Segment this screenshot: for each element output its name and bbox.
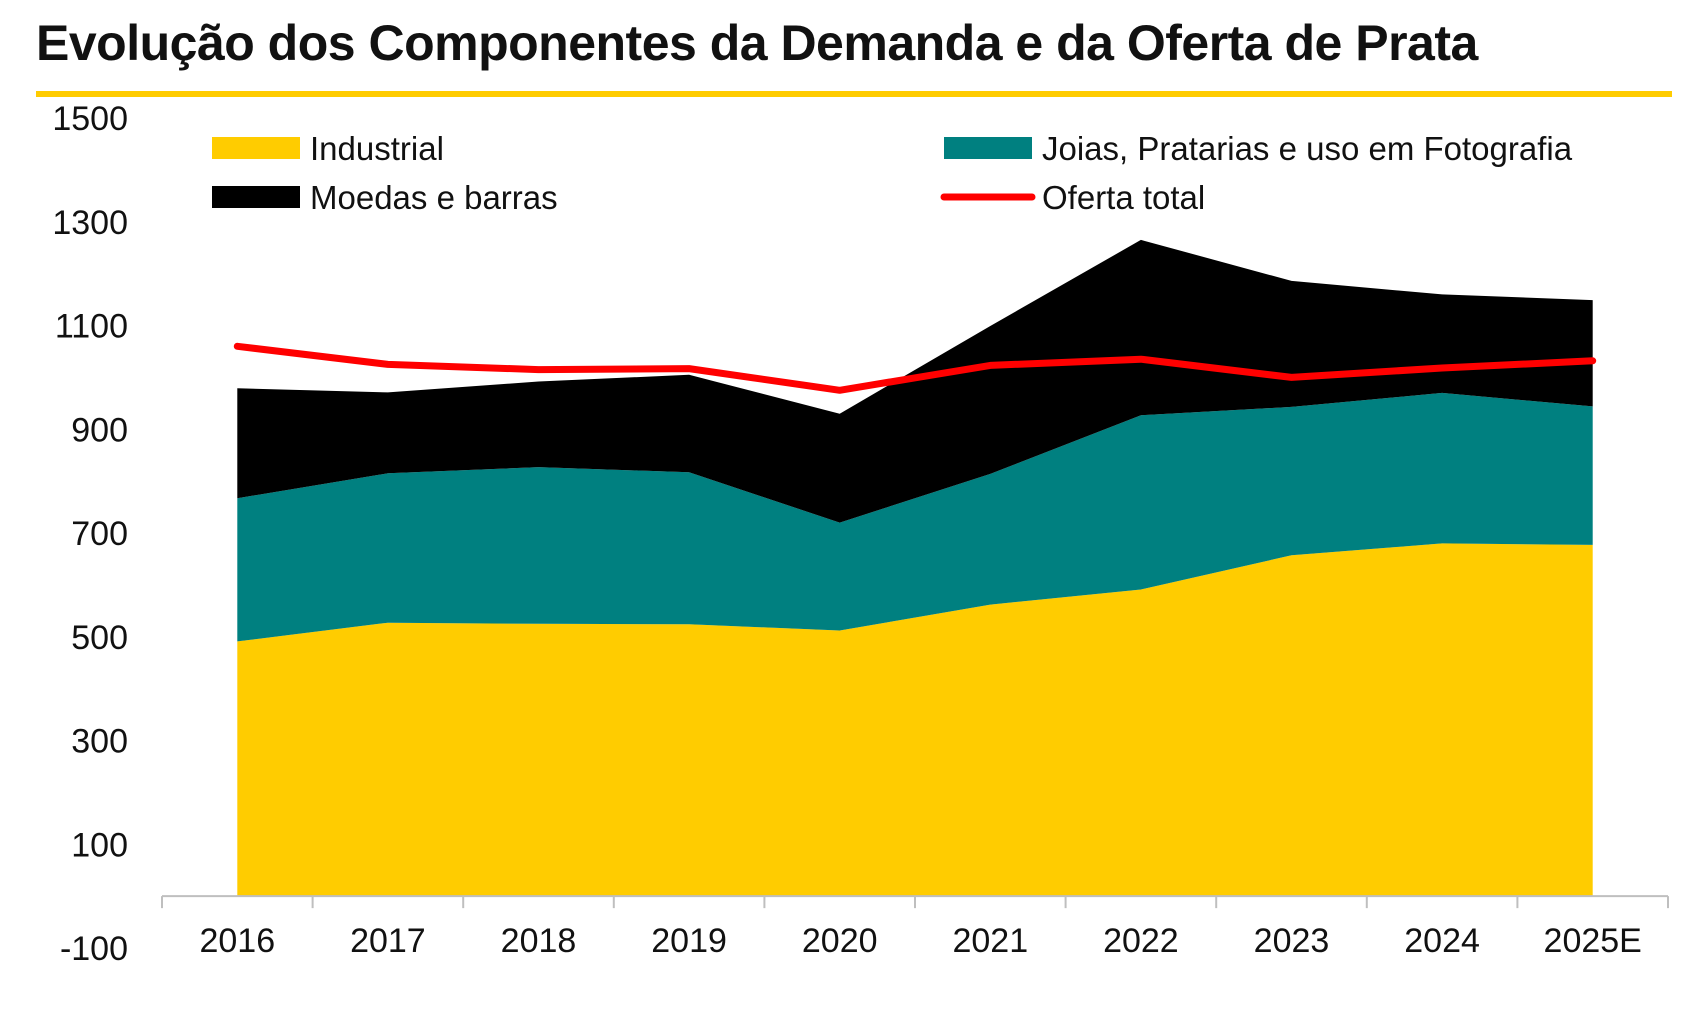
y-tick-label: 900 [71,411,128,449]
x-tick-label: 2023 [1254,922,1330,960]
area-joias-pratarias-e-uso-em-fotografia [237,392,1593,642]
legend-swatch-joias-pratarias-e-uso-em-fotografia [944,137,1032,159]
chart-title: Evolução dos Componentes da Demanda e da… [36,15,1478,71]
legend-swatch-moedas-e-barras [212,186,300,208]
line-oferta-total [233,342,1597,394]
y-tick-label: 500 [71,619,128,657]
x-tick-label: 2022 [1103,922,1179,960]
x-tick-label: 2021 [952,922,1028,960]
line-layer [233,342,1597,394]
y-tick-label: 100 [71,826,128,864]
area-layer [237,239,1593,897]
x-tick-label: 2025E [1544,922,1642,960]
x-tick-label: 2019 [651,922,727,960]
y-tick-label: 700 [71,515,128,553]
y-tick-label: 300 [71,723,128,761]
area-industrial [237,543,1593,897]
legend-label-oferta-total: Oferta total [1042,179,1205,216]
legend-swatch-industrial [212,137,300,159]
legend-label-moedas-e-barras: Moedas e barras [310,179,558,216]
x-tick-label: 2024 [1404,922,1480,960]
x-tick-label: 2018 [501,922,577,960]
title-underline [36,91,1672,97]
y-tick-label: -100 [60,930,128,968]
x-tick-label: 2017 [350,922,426,960]
y-tick-label: 1300 [52,204,128,242]
legend: Industrial Joias, Pratarias e uso em Foto… [212,130,1573,216]
y-tick-label: 1100 [55,308,128,346]
x-tick-label: 2016 [199,922,275,960]
legend-label-joias-pratarias-e-uso-em-fotografia: Joias, Pratarias e uso em Fotografia [1042,130,1573,167]
x-tick-label: 2020 [802,922,878,960]
axes: 2016 2017 2018 2019 2020 2021 2022 2023 2024 2025… [52,100,1669,968]
y-tick-label: 1500 [52,100,128,138]
legend-label-industrial: Industrial [310,130,444,167]
